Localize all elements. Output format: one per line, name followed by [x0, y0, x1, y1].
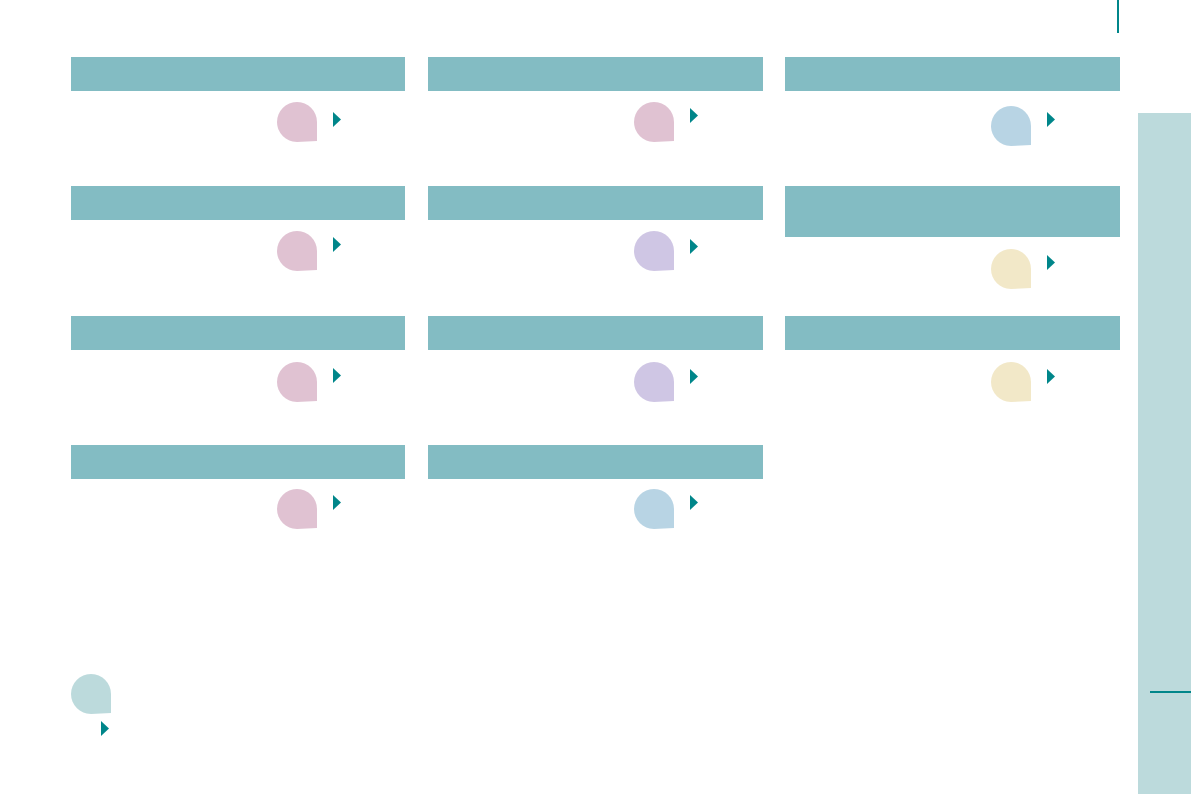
section	[785, 186, 1120, 289]
top-marker	[1117, 0, 1119, 33]
section-header	[428, 316, 763, 350]
section	[71, 316, 405, 402]
arrow-icon	[333, 237, 341, 252]
arrow-icon	[333, 368, 341, 383]
section-header	[785, 186, 1120, 237]
section-header	[428, 186, 763, 220]
arrow-icon	[333, 112, 341, 127]
arrow-icon	[690, 239, 698, 254]
drop-icon	[634, 362, 674, 402]
section	[71, 57, 405, 142]
drop-icon	[634, 231, 674, 271]
section-header	[71, 445, 405, 479]
drop-icon	[277, 231, 317, 271]
sidebar	[1138, 113, 1191, 794]
section-header	[428, 445, 763, 479]
section-header	[785, 57, 1120, 91]
sidebar-marker	[1150, 691, 1191, 693]
section	[71, 186, 405, 271]
drop-icon	[277, 102, 317, 142]
section	[785, 316, 1120, 402]
section	[428, 57, 763, 142]
section	[428, 316, 763, 402]
drop-icon	[634, 489, 674, 529]
arrow-icon	[1047, 369, 1055, 384]
drop-icon	[991, 249, 1031, 289]
section-header	[71, 57, 405, 91]
drop-icon	[634, 102, 674, 142]
section-header	[785, 316, 1120, 350]
drop-icon	[277, 362, 317, 402]
drop-icon	[991, 106, 1031, 146]
section-header	[71, 186, 405, 220]
section	[428, 445, 763, 529]
arrow-icon	[690, 495, 698, 510]
section	[785, 57, 1120, 146]
note-icon	[71, 674, 111, 714]
section-header	[428, 57, 763, 91]
drop-icon	[277, 489, 317, 529]
arrow-icon	[690, 108, 698, 123]
arrow-icon	[333, 495, 341, 510]
arrow-icon	[101, 721, 109, 736]
arrow-icon	[1047, 112, 1055, 127]
arrow-icon	[690, 369, 698, 384]
section	[71, 445, 405, 529]
section	[428, 186, 763, 271]
arrow-icon	[1047, 255, 1055, 270]
drop-icon	[991, 362, 1031, 402]
section-header	[71, 316, 405, 350]
